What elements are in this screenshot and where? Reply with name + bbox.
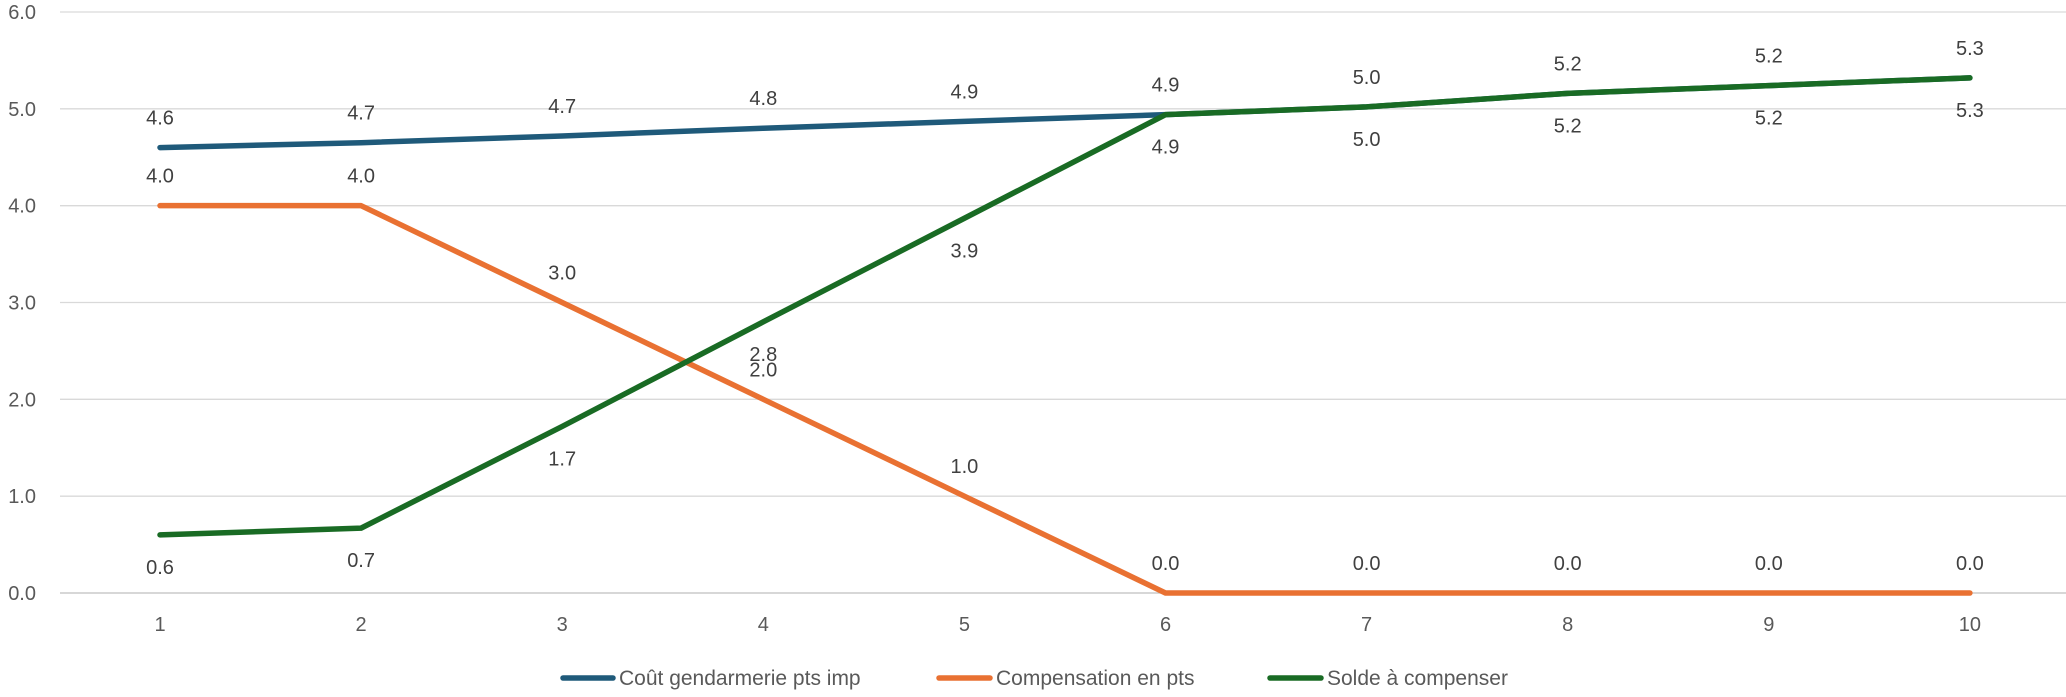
data-label: 2.8 — [749, 344, 777, 366]
data-label: 4.8 — [749, 88, 777, 110]
data-label: 0.7 — [347, 550, 375, 572]
data-label: 4.6 — [146, 108, 174, 130]
data-label: 4.0 — [347, 166, 375, 188]
data-label: 5.3 — [1956, 38, 1984, 60]
data-label: 0.0 — [1554, 553, 1582, 575]
axes: 0.0 1.0 2.0 3.0 4.0 5.0 6.0 1 2 3 4 5 6 7 8 9 10 — [8, 2, 1981, 636]
y-tick-label: 3.0 — [8, 293, 36, 315]
data-label: 3.0 — [548, 263, 576, 285]
data-label: 0.0 — [1152, 553, 1180, 575]
data-label: 1.0 — [950, 456, 978, 478]
x-tick-label: 8 — [1562, 614, 1573, 636]
legend: Coût gendarmerie pts imp Compensation en … — [560, 667, 1508, 690]
data-label: 5.2 — [1554, 115, 1582, 137]
data-label: 4.7 — [548, 96, 576, 118]
legend-label: Coût gendarmerie pts imp — [619, 667, 861, 690]
legend-label: Solde à compenser — [1327, 667, 1508, 690]
data-label: 0.6 — [146, 557, 174, 579]
x-tick-label: 4 — [758, 614, 769, 636]
y-tick-label: 1.0 — [8, 486, 36, 508]
y-tick-label: 6.0 — [8, 2, 36, 24]
data-label: 0.0 — [1353, 553, 1381, 575]
data-label: 5.3 — [1956, 100, 1984, 122]
y-tick-label: 0.0 — [8, 583, 36, 605]
x-tick-label: 5 — [959, 614, 970, 636]
data-label: 4.9 — [1152, 137, 1180, 159]
x-tick-label: 1 — [154, 614, 165, 636]
data-label: 5.0 — [1353, 129, 1381, 151]
y-tick-label: 2.0 — [8, 389, 36, 411]
data-label: 4.9 — [1152, 75, 1180, 97]
data-label: 2.0 — [749, 359, 777, 381]
x-tick-label: 7 — [1361, 614, 1372, 636]
data-label: 5.2 — [1755, 46, 1783, 68]
data-label: 4.9 — [950, 81, 978, 103]
data-label: 4.7 — [347, 103, 375, 125]
series-line-3 — [157, 75, 1973, 538]
series-lines — [157, 75, 1973, 596]
data-label: 3.9 — [950, 240, 978, 262]
x-tick-label: 6 — [1160, 614, 1171, 636]
legend-label: Compensation en pts — [996, 667, 1194, 690]
series-line-2 — [157, 202, 1973, 596]
data-label: 0.0 — [1755, 553, 1783, 575]
data-label: 1.7 — [548, 448, 576, 470]
gridlines — [60, 11, 2066, 594]
y-tick-label: 4.0 — [8, 196, 36, 218]
data-label: 5.2 — [1755, 108, 1783, 130]
data-label: 5.0 — [1353, 67, 1381, 89]
x-tick-label: 10 — [1959, 614, 1981, 636]
x-tick-label: 3 — [557, 614, 568, 636]
x-tick-label: 9 — [1763, 614, 1774, 636]
data-labels: 4.6 4.7 4.7 4.8 4.9 4.9 5.0 5.2 5.2 5.3 4.0 4.0 3.0 2… — [146, 38, 1984, 579]
y-tick-label: 5.0 — [8, 99, 36, 121]
data-label: 5.2 — [1554, 53, 1582, 75]
x-tick-label: 2 — [356, 614, 367, 636]
data-label: 0.0 — [1956, 553, 1984, 575]
data-label: 4.0 — [146, 166, 174, 188]
